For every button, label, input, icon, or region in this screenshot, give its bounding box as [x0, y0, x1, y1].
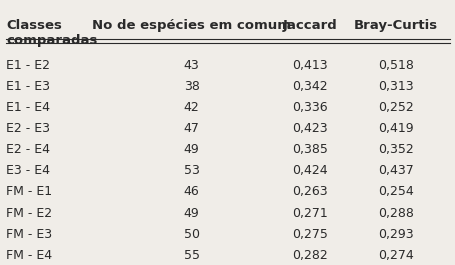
Text: E2 - E3: E2 - E3 [6, 122, 50, 135]
Text: 0,413: 0,413 [291, 59, 327, 72]
Text: Bray-Curtis: Bray-Curtis [353, 19, 437, 32]
Text: 0,419: 0,419 [377, 122, 413, 135]
Text: E1 - E2: E1 - E2 [6, 59, 50, 72]
Text: E1 - E3: E1 - E3 [6, 80, 50, 93]
Text: 0,342: 0,342 [291, 80, 327, 93]
Text: 49: 49 [183, 206, 199, 219]
Text: FM - E3: FM - E3 [6, 228, 52, 241]
Text: 42: 42 [183, 101, 199, 114]
Text: 55: 55 [183, 249, 199, 262]
Text: 0,271: 0,271 [291, 206, 327, 219]
Text: 50: 50 [183, 228, 199, 241]
Text: 0,282: 0,282 [291, 249, 327, 262]
Text: 49: 49 [183, 143, 199, 156]
Text: 0,336: 0,336 [291, 101, 327, 114]
Text: Jaccard: Jaccard [282, 19, 336, 32]
Text: 53: 53 [183, 165, 199, 178]
Text: No de espécies em comum: No de espécies em comum [92, 19, 291, 32]
Text: 0,352: 0,352 [377, 143, 413, 156]
Text: 0,252: 0,252 [377, 101, 413, 114]
Text: 0,288: 0,288 [377, 206, 413, 219]
Text: E2 - E4: E2 - E4 [6, 143, 50, 156]
Text: 0,423: 0,423 [291, 122, 327, 135]
Text: 47: 47 [183, 122, 199, 135]
Text: 38: 38 [183, 80, 199, 93]
Text: 0,293: 0,293 [377, 228, 413, 241]
Text: E3 - E4: E3 - E4 [6, 165, 50, 178]
Text: 0,313: 0,313 [377, 80, 413, 93]
Text: 46: 46 [183, 186, 199, 198]
Text: FM - E4: FM - E4 [6, 249, 52, 262]
Text: 0,254: 0,254 [377, 186, 413, 198]
Text: 0,424: 0,424 [291, 165, 327, 178]
Text: 0,263: 0,263 [291, 186, 327, 198]
Text: 0,518: 0,518 [377, 59, 413, 72]
Text: Classes
comparadas: Classes comparadas [6, 19, 97, 47]
Text: 0,274: 0,274 [377, 249, 413, 262]
Text: 0,275: 0,275 [291, 228, 327, 241]
Text: 0,437: 0,437 [377, 165, 413, 178]
Text: FM - E2: FM - E2 [6, 206, 52, 219]
Text: E1 - E4: E1 - E4 [6, 101, 50, 114]
Text: 0,385: 0,385 [291, 143, 327, 156]
Text: FM - E1: FM - E1 [6, 186, 52, 198]
Text: 43: 43 [183, 59, 199, 72]
